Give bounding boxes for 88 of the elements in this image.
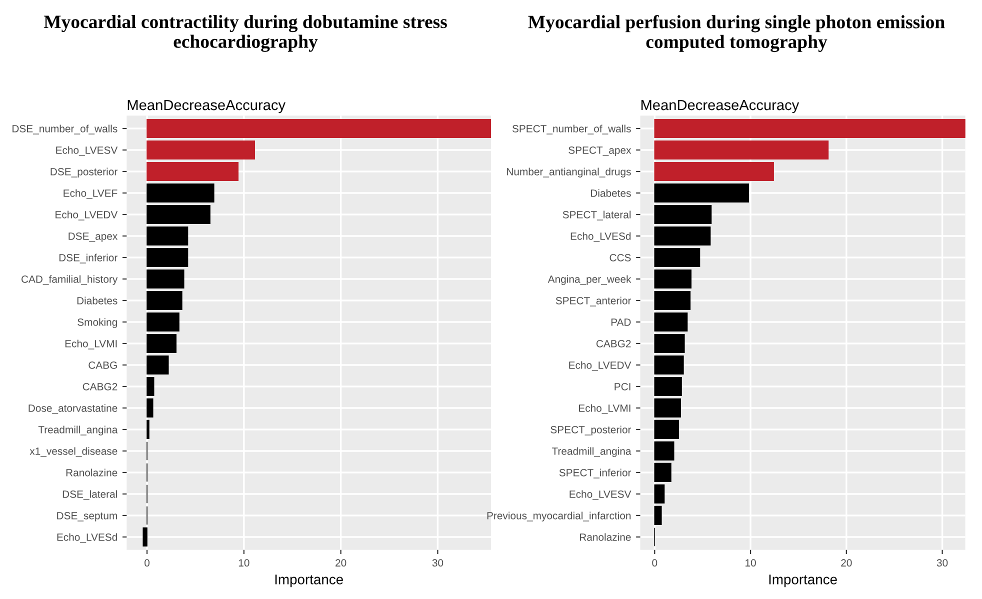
x-tick-label: 10 [238, 559, 250, 567]
x-axis-title: Importance [769, 574, 837, 588]
bar [654, 269, 692, 289]
bar [654, 506, 662, 526]
y-tick-label: Diabetes [77, 296, 118, 304]
y-tick-label: CAD_familial_history [22, 275, 118, 285]
y-tick-label: Treadmill_angina [552, 447, 632, 457]
y-tick-label: DSE_number_of_walls [12, 124, 118, 134]
y-tick-label: DSE_septum [57, 512, 117, 522]
y-tick-label: Dose_atorvastatine [28, 404, 118, 414]
x-tick-label: 20 [336, 559, 346, 567]
y-tick-label: Echo_LVEF [64, 189, 118, 199]
y-tick-label: Echo_LVESd [570, 232, 631, 242]
bar [146, 248, 188, 268]
bar [654, 162, 774, 182]
bar [654, 376, 682, 396]
y-tick-label: Angina_per_week [548, 275, 632, 285]
bar [654, 398, 681, 418]
bar [654, 140, 829, 160]
y-tick-label: SPECT_apex [568, 146, 632, 156]
chart-subtitle: MeanDecreaseAccuracy [641, 100, 800, 114]
y-tick-label: Echo_LVESV [56, 146, 118, 156]
bar [654, 183, 750, 203]
y-tick-label: CCS [610, 254, 631, 262]
y-tick-label: CABG2 [596, 340, 631, 348]
bar [654, 204, 712, 224]
bar [146, 140, 255, 160]
bar [654, 334, 685, 354]
x-tick-label: 30 [432, 559, 444, 567]
chart-title: Myocardial perfusion during single photon emission computed tomography [528, 14, 945, 52]
y-tick-label: Treadmill_angina [38, 426, 118, 436]
y-tick-label: CABG2 [82, 382, 118, 390]
y-tick-label: Echo_LVEDV [569, 361, 632, 371]
bar [146, 334, 177, 354]
bar [654, 462, 672, 482]
bar [146, 355, 169, 375]
bar [146, 118, 491, 138]
bar [654, 484, 665, 504]
y-tick-label: PAD [611, 318, 631, 326]
y-tick-label: Echo_LVESV [570, 490, 632, 500]
y-tick-label: Number_antianginal_drugs [507, 168, 631, 178]
x-tick-label: 10 [746, 559, 756, 567]
x-tick-label: 30 [936, 559, 948, 567]
bar [146, 226, 188, 246]
x-tick-label: 0 [144, 559, 150, 567]
y-tick-label: DSE_apex [68, 232, 118, 242]
y-tick-label: DSE_posterior [50, 168, 118, 178]
y-tick-label: CABG [88, 361, 117, 369]
bar [146, 183, 214, 203]
bar [146, 162, 239, 182]
y-tick-label: DSE_lateral [62, 490, 117, 500]
bar [654, 290, 691, 310]
bar [654, 355, 684, 375]
chart-title: Myocardial contractility during dobutamine stress echocardiography [44, 14, 447, 52]
y-tick-label: x1_vessel_disease [30, 447, 118, 457]
bar [146, 290, 182, 310]
y-tick-label: SPECT_lateral [562, 210, 631, 220]
chart-subtitle: MeanDecreaseAccuracy [128, 100, 286, 114]
y-tick-label: DSE_inferior [59, 254, 118, 264]
y-tick-label: Echo_LVESd [57, 533, 117, 543]
y-tick-label: Previous_myocardial_infarction [487, 512, 631, 522]
bar [654, 118, 966, 138]
bar [146, 269, 184, 289]
bar [146, 376, 154, 396]
bar [146, 398, 154, 418]
bar [146, 312, 180, 332]
y-tick-label: Diabetes [590, 189, 631, 197]
y-tick-label: Echo_LVMI [579, 404, 630, 414]
bar [654, 420, 680, 440]
bar [142, 527, 148, 547]
bar [654, 248, 700, 268]
y-tick-label: Ranolazine [580, 533, 631, 541]
x-tick-label: 20 [841, 559, 852, 567]
y-tick-label: Echo_LVEDV [56, 210, 118, 220]
y-tick-label: SPECT_anterior [556, 296, 632, 306]
bar [146, 204, 210, 224]
y-tick-label: SPECT_number_of_walls [512, 124, 631, 134]
y-tick-label: SPECT_inferior [559, 468, 632, 478]
y-tick-label: Smoking [78, 318, 117, 328]
bar [654, 441, 674, 461]
y-tick-label: SPECT_posterior [550, 426, 632, 436]
y-tick-label: Echo_LVMI [65, 340, 117, 350]
y-tick-label: PCI [614, 382, 630, 390]
y-tick-label: Ranolazine [66, 468, 118, 476]
bar [654, 226, 711, 246]
x-tick-label: 0 [652, 559, 658, 567]
x-axis-title: Importance [275, 574, 343, 588]
bar [654, 312, 688, 332]
